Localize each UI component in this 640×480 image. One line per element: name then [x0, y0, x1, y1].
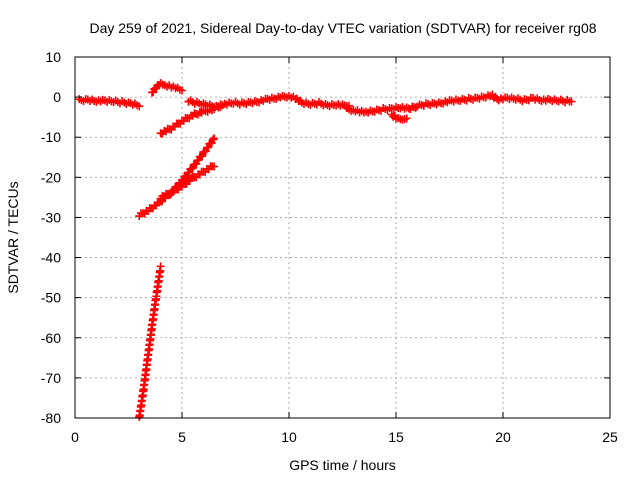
x-tick-label: 25: [602, 429, 618, 445]
y-axis-label: SDTVAR / TECUs: [5, 181, 21, 293]
data-point: [135, 102, 144, 111]
x-tick-label: 10: [281, 429, 297, 445]
x-tick-label: 15: [388, 429, 404, 445]
data-point: [198, 152, 207, 161]
x-tick-label: 5: [178, 429, 186, 445]
series-arc-7: [387, 110, 411, 124]
y-tick-label: -30: [41, 209, 61, 225]
data-point: [178, 86, 186, 95]
data-point: [567, 97, 576, 106]
series-arc-2: [148, 79, 186, 97]
data-point: [210, 134, 219, 143]
data-point: [156, 262, 165, 271]
marks-layer: [75, 79, 576, 421]
x-tick-label: 20: [495, 429, 511, 445]
y-tick-label: -70: [41, 370, 61, 386]
series-arc-3: [156, 105, 219, 138]
y-tick-label: 10: [45, 49, 61, 65]
plot-frame: [74, 56, 611, 419]
series-arc-11: [135, 262, 165, 421]
ticks-layer: 0 5 10 15 20 25 10 0 -10 -20 -30 -40 -50 -60 -70 -80: [41, 49, 618, 445]
series-arc-6: [342, 90, 497, 117]
y-tick-label: -20: [41, 169, 61, 185]
data-point: [208, 135, 217, 144]
y-tick-label: -10: [41, 129, 61, 145]
data-point: [210, 162, 219, 171]
y-tick-label: 0: [53, 89, 61, 105]
series-arc-10: [156, 162, 219, 203]
grid-layer: [75, 57, 610, 418]
y-tick-label: -80: [41, 410, 61, 426]
chart-title: Day 259 of 2021, Sidereal Day-to-day VTE…: [89, 20, 596, 36]
y-tick-label: -40: [41, 250, 61, 266]
y-tick-label: -60: [41, 330, 61, 346]
y-tick-label: -50: [41, 290, 61, 306]
x-axis-label: GPS time / hours: [289, 457, 396, 473]
series-arc-1: [75, 95, 144, 111]
series-arc-8: [488, 91, 576, 107]
data-point: [402, 114, 411, 123]
x-tick-label: 0: [71, 429, 79, 445]
series-arc-5: [214, 91, 353, 111]
data-point: [187, 164, 196, 173]
